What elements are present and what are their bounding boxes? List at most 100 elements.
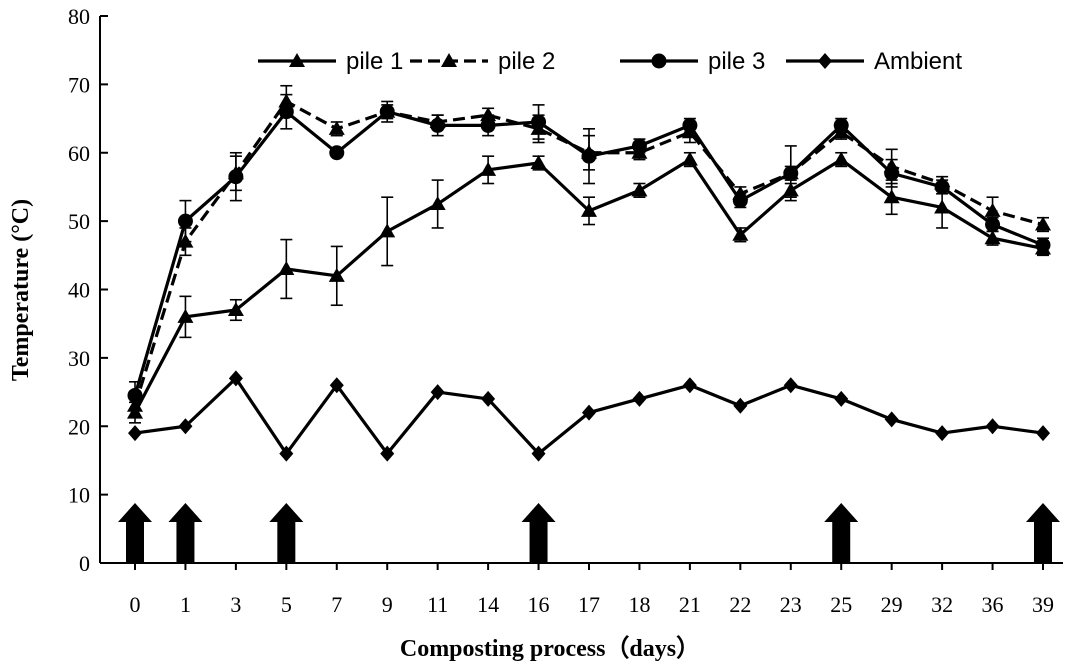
x-tick-label: 0 (130, 592, 141, 617)
legend-label-ambient: Ambient (874, 48, 962, 75)
legend-marker-ambient (818, 53, 832, 69)
ambient-point (682, 377, 697, 394)
x-tick-label: 39 (1032, 592, 1054, 617)
pile-1-point (732, 226, 749, 241)
x-tick-label: 16 (528, 592, 550, 617)
ambient-point (380, 445, 395, 462)
ambient-point (935, 425, 950, 442)
pile-1-point (429, 196, 446, 211)
pile-2-point (984, 202, 1001, 217)
turning-arrows (118, 503, 1060, 562)
legend-marker-pile-3 (651, 53, 667, 69)
x-tick-label: 21 (679, 592, 701, 617)
ambient-point (1036, 425, 1050, 442)
y-tick-label: 60 (68, 141, 90, 166)
pile-3-point (177, 213, 193, 229)
ambient-point (178, 418, 193, 435)
pile-3-point (278, 104, 294, 120)
pile-2-point (1035, 216, 1051, 231)
pile-1-point (782, 182, 799, 197)
ambient-point (279, 445, 294, 462)
series-markers (127, 93, 1051, 462)
pile-1-point (681, 151, 698, 166)
pile-1-point (833, 151, 850, 166)
x-tick-label: 3 (230, 592, 241, 617)
x-tick-label: 23 (780, 592, 802, 617)
x-tick-label: 36 (982, 592, 1004, 617)
pile-1-point (984, 230, 1001, 245)
pile-1-point (480, 161, 497, 176)
pile-3-point (631, 138, 647, 154)
pile-3-point (228, 169, 244, 185)
x-tick-label: 7 (331, 592, 342, 617)
pile-3-point (934, 179, 950, 195)
x-tick-label: 11 (427, 592, 448, 617)
pile-1-point (934, 199, 951, 214)
pile-1-point (631, 182, 648, 197)
y-tick-label: 70 (68, 72, 90, 97)
legend: pile 1 pile 2 pile 3 Ambient (258, 48, 962, 75)
pile-2-point (177, 233, 194, 248)
pile-3-point (581, 148, 597, 164)
turning-arrow (118, 503, 152, 562)
legend-marker-pile-2 (441, 53, 457, 67)
pile-3-point (884, 165, 900, 181)
x-tick-label: 25 (830, 592, 852, 617)
legend-label-pile-3: pile 3 (708, 48, 765, 75)
pile-2-point (278, 93, 295, 108)
x-tick-label: 17 (578, 592, 600, 617)
ambient-point (481, 390, 496, 407)
y-tick-label: 50 (68, 209, 90, 234)
pile-1-point (581, 202, 597, 217)
y-axis-title: Temperature (°C) (8, 199, 34, 381)
x-tick-label: 22 (729, 592, 751, 617)
ambient-point (329, 377, 344, 394)
pile-3-point (480, 117, 496, 133)
pile-2-point (328, 120, 345, 135)
ambient-point (985, 418, 1000, 435)
ambient-point (733, 397, 748, 414)
pile-3-point (531, 114, 547, 130)
pile-3-point (379, 104, 395, 120)
x-tick-label: 9 (382, 592, 393, 617)
y-tick-label: 20 (68, 414, 90, 439)
ambient-point (430, 384, 445, 401)
ambient-point (128, 425, 142, 442)
ambient-point (228, 370, 243, 387)
x-tick-label: 29 (881, 592, 903, 617)
pile-1-point (278, 260, 295, 275)
x-tick-label: 14 (477, 592, 499, 617)
legend-marker-pile-1 (289, 53, 305, 67)
y-tick-label: 10 (68, 483, 90, 508)
x-tick-label: 18 (628, 592, 650, 617)
pile-3-point (430, 117, 446, 133)
pile-1-point (328, 267, 345, 282)
y-tick-label: 0 (79, 551, 90, 576)
pile-2-point (480, 107, 497, 122)
ambient-point (582, 404, 596, 421)
legend-label-pile-1: pile 1 (346, 48, 403, 75)
ambient-point (783, 377, 798, 394)
turning-arrow (168, 503, 203, 562)
pile-3-point (682, 117, 698, 133)
pile-1-point (227, 302, 244, 317)
pile-2-point (127, 397, 143, 412)
ambient-point (632, 390, 647, 407)
ambient-point (834, 390, 849, 407)
legend-label-pile-2: pile 2 (498, 48, 555, 75)
x-tick-label: 1 (180, 592, 191, 617)
pile-3-point (783, 165, 799, 181)
turning-arrow (269, 503, 304, 562)
y-tick-label: 40 (68, 278, 90, 303)
pile-3-point (833, 117, 849, 133)
axes: 0 10 20 30 40 50 60 70 80 0 1 3 5 7 9 11 14 16 17 18 21 22 23 2… (68, 4, 1063, 617)
x-tick-label: 5 (281, 592, 292, 617)
pile-3-point (1035, 237, 1051, 253)
ambient-point (531, 445, 546, 462)
pile-1-point (177, 308, 194, 323)
pile-1-point (530, 155, 547, 170)
pile-1-point (883, 189, 900, 204)
x-axis-title: Composting process（days） (400, 635, 700, 662)
pile-3-point (985, 217, 1001, 233)
